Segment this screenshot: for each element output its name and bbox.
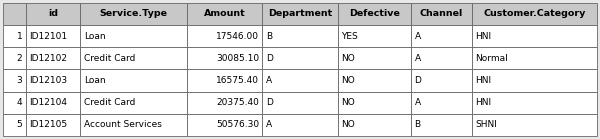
Bar bbox=[187, 114, 262, 136]
Bar bbox=[411, 3, 472, 25]
Text: NO: NO bbox=[341, 98, 355, 107]
Bar bbox=[411, 92, 472, 114]
Bar bbox=[262, 92, 338, 114]
Text: A: A bbox=[266, 120, 272, 129]
Bar bbox=[26, 47, 80, 69]
Bar bbox=[26, 25, 80, 47]
Bar bbox=[262, 114, 338, 136]
Text: HNI: HNI bbox=[475, 98, 491, 107]
Text: id: id bbox=[48, 9, 58, 18]
Text: A: A bbox=[415, 54, 421, 63]
Bar bbox=[338, 92, 411, 114]
Bar bbox=[187, 3, 262, 25]
Bar bbox=[472, 3, 597, 25]
Text: Amount: Amount bbox=[204, 9, 245, 18]
Text: A: A bbox=[415, 98, 421, 107]
Text: D: D bbox=[266, 54, 273, 63]
Bar bbox=[26, 69, 80, 92]
Text: Service.Type: Service.Type bbox=[100, 9, 168, 18]
Bar bbox=[338, 3, 411, 25]
Text: 2: 2 bbox=[17, 54, 22, 63]
Text: B: B bbox=[415, 120, 421, 129]
Text: B: B bbox=[266, 32, 272, 41]
Bar bbox=[80, 69, 187, 92]
Bar bbox=[26, 3, 80, 25]
Bar bbox=[338, 114, 411, 136]
Bar bbox=[262, 3, 338, 25]
Text: 17546.00: 17546.00 bbox=[217, 32, 259, 41]
Text: ID12104: ID12104 bbox=[29, 98, 68, 107]
Bar bbox=[80, 47, 187, 69]
Bar bbox=[411, 25, 472, 47]
Bar bbox=[472, 47, 597, 69]
Bar bbox=[338, 69, 411, 92]
Text: ID12102: ID12102 bbox=[29, 54, 68, 63]
Text: Credit Card: Credit Card bbox=[84, 98, 136, 107]
Bar bbox=[80, 114, 187, 136]
Bar bbox=[3, 47, 26, 69]
Bar bbox=[26, 114, 80, 136]
Text: ID12103: ID12103 bbox=[29, 76, 68, 85]
Bar bbox=[3, 92, 26, 114]
Text: 4: 4 bbox=[17, 98, 22, 107]
Text: 1: 1 bbox=[17, 32, 22, 41]
Text: Defective: Defective bbox=[349, 9, 400, 18]
Bar bbox=[262, 47, 338, 69]
Text: D: D bbox=[266, 98, 273, 107]
Text: ID12105: ID12105 bbox=[29, 120, 68, 129]
Text: A: A bbox=[266, 76, 272, 85]
Text: 3: 3 bbox=[17, 76, 22, 85]
Bar bbox=[80, 3, 187, 25]
Text: Loan: Loan bbox=[84, 32, 106, 41]
Text: NO: NO bbox=[341, 54, 355, 63]
Bar bbox=[80, 25, 187, 47]
Bar bbox=[338, 25, 411, 47]
Bar bbox=[411, 69, 472, 92]
Text: NO: NO bbox=[341, 76, 355, 85]
Bar bbox=[338, 47, 411, 69]
Text: Department: Department bbox=[268, 9, 332, 18]
Bar bbox=[3, 25, 26, 47]
Bar bbox=[187, 25, 262, 47]
Text: 20375.40: 20375.40 bbox=[217, 98, 259, 107]
Text: SHNI: SHNI bbox=[475, 120, 497, 129]
Bar bbox=[187, 92, 262, 114]
Text: HNI: HNI bbox=[475, 76, 491, 85]
Bar bbox=[262, 25, 338, 47]
Text: 50576.30: 50576.30 bbox=[216, 120, 259, 129]
Bar bbox=[472, 92, 597, 114]
Text: 5: 5 bbox=[17, 120, 22, 129]
Text: Account Services: Account Services bbox=[84, 120, 162, 129]
Bar bbox=[411, 47, 472, 69]
Bar bbox=[187, 47, 262, 69]
Text: Loan: Loan bbox=[84, 76, 106, 85]
Bar bbox=[472, 114, 597, 136]
Bar bbox=[3, 69, 26, 92]
Bar bbox=[3, 114, 26, 136]
Text: Normal: Normal bbox=[475, 54, 508, 63]
Text: ID12101: ID12101 bbox=[29, 32, 68, 41]
Bar bbox=[472, 69, 597, 92]
Bar bbox=[411, 114, 472, 136]
Text: Credit Card: Credit Card bbox=[84, 54, 136, 63]
Text: D: D bbox=[415, 76, 421, 85]
Text: HNI: HNI bbox=[475, 32, 491, 41]
Bar bbox=[26, 92, 80, 114]
Bar bbox=[3, 3, 26, 25]
Bar bbox=[80, 92, 187, 114]
Text: A: A bbox=[415, 32, 421, 41]
Bar bbox=[187, 69, 262, 92]
Text: NO: NO bbox=[341, 120, 355, 129]
Bar bbox=[472, 25, 597, 47]
Bar bbox=[262, 69, 338, 92]
Text: 30085.10: 30085.10 bbox=[216, 54, 259, 63]
Text: YES: YES bbox=[341, 32, 358, 41]
Text: Customer.Category: Customer.Category bbox=[483, 9, 586, 18]
Text: Channel: Channel bbox=[419, 9, 463, 18]
Text: 16575.40: 16575.40 bbox=[217, 76, 259, 85]
